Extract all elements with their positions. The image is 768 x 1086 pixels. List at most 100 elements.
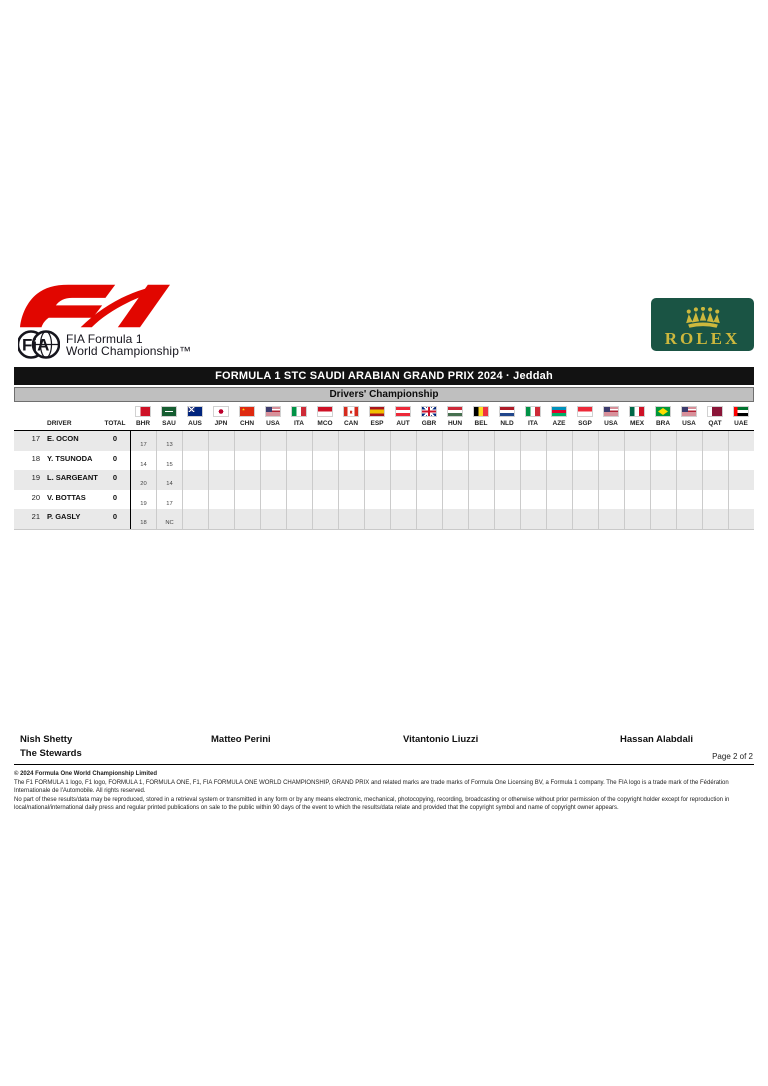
race-result-cell [494,431,520,451]
race-result-cell [728,489,754,509]
flag-bel-icon [473,406,489,417]
race-code-header: QAT [708,419,722,427]
race-code-header: AUS [188,419,202,427]
race-code-header: CHN [239,419,255,427]
driver-cell: 19 L. SARGEANT [14,470,100,490]
flag-bhr-icon [135,406,151,417]
race-result-cell [598,450,624,470]
race-result-cell [208,489,234,509]
race-result-cell [650,470,676,490]
driver-total: 0 [112,453,118,463]
race-result-cell [494,509,520,529]
race-flag-cell [624,404,650,417]
steward-name: Nish Shetty [20,734,73,745]
race-result-cell [208,509,234,529]
race-code-header: ITA [528,419,538,427]
standings-table-body: 17 E. OCON 0 17 13 18 Y. TSUNODA 0 14 15 19 L. SARG… [14,430,754,530]
race-result-cell [416,431,442,451]
race-result-cell: 20 [130,470,156,490]
column-driver-header: DRIVER [47,419,72,427]
race-result-cell [728,431,754,451]
race-flag-cell [156,404,182,417]
race-result-cell [364,470,390,490]
race-result-cell [494,489,520,509]
race-result-cell [338,509,364,529]
race-result-cell [260,489,286,509]
race-result-cell: 19 [130,489,156,509]
flag-chn-icon [239,406,255,417]
driver-name: Y. TSUNODA [47,453,93,463]
race-flag-cell [494,404,520,417]
race-flag-cell [208,404,234,417]
race-flag-cell [286,404,312,417]
fia-wordmark-line2: World Championship™ [66,343,192,358]
race-flag-cell [702,404,728,417]
flag-usa-icon [681,406,697,417]
race-result-cell [546,470,572,490]
driver-total: 0 [112,434,118,443]
race-code-header: ESP [370,419,384,427]
race-result-cell [234,450,260,470]
race-result-cell [494,470,520,490]
flag-can-icon [343,406,359,417]
race-code-header: USA [604,419,618,427]
fia-wordmark-line1: FIA Formula 1 [66,331,143,346]
steward-name: Vitantonio Liuzzi [403,734,479,745]
race-code-header: ITA [294,419,304,427]
race-flag-cell [390,404,416,417]
race-code-header: BRA [655,419,671,427]
race-result-cell [676,489,702,509]
race-flag-cell [312,404,338,417]
race-result-cell [234,489,260,509]
race-result-cell [260,431,286,451]
race-result-cell [182,470,208,490]
race-result-cell [338,489,364,509]
race-result-cell [182,489,208,509]
flag-header-row [14,404,754,417]
race-result-cell [442,431,468,451]
race-result-cell [390,431,416,451]
race-result-cell [364,450,390,470]
standings-table: DRIVER TOTAL BHR SAU AUS JPN CHN USA ITA MCO CAN… [14,404,754,530]
copyright-block: © 2024 Formula One World Championship Li… [14,770,754,813]
race-result-cell [390,470,416,490]
race-flag-cell [364,404,390,417]
race-result-cell: 14 [156,470,182,490]
flag-usa-icon [603,406,619,417]
race-result-cell [312,431,338,451]
race-result-cell [650,431,676,451]
race-result-cell [442,509,468,529]
race-result-cell [728,450,754,470]
race-result-cell [572,470,598,490]
race-code-header: BHR [135,419,151,427]
fia-logo: FiA FIA Formula 1 World Championship™ [18,329,191,360]
race-result-cell [598,509,624,529]
race-result-cell [546,509,572,529]
fia-wordmark: FIA Formula 1 World Championship™ [66,333,191,357]
driver-position: 17 [31,434,40,443]
race-result-cell: 18 [130,509,156,529]
race-result-cell [286,431,312,451]
table-row: 20 V. BOTTAS 0 19 17 [14,489,754,510]
table-row: 17 E. OCON 0 17 13 [14,431,754,451]
race-result-cell [416,489,442,509]
race-result-cell [598,431,624,451]
race-result-cell: 13 [156,431,182,451]
race-result-cell [338,450,364,470]
race-result-cell [624,431,650,451]
race-result-cell [546,431,572,451]
race-result-cell [494,450,520,470]
crown-icon [685,307,720,328]
race-code-header: AZE [552,419,566,427]
race-flag-cell [442,404,468,417]
race-code-header: SAU [162,419,176,427]
race-result-cell [390,509,416,529]
driver-cell: 20 V. BOTTAS [14,490,100,510]
race-result-cell: 17 [130,431,156,451]
race-result-cell [468,489,494,509]
race-code-header: UAE [734,419,748,427]
race-result-cell [520,470,546,490]
flag-sau-icon [161,406,177,417]
race-code-header: SGP [578,419,592,427]
race-result-cell [416,470,442,490]
